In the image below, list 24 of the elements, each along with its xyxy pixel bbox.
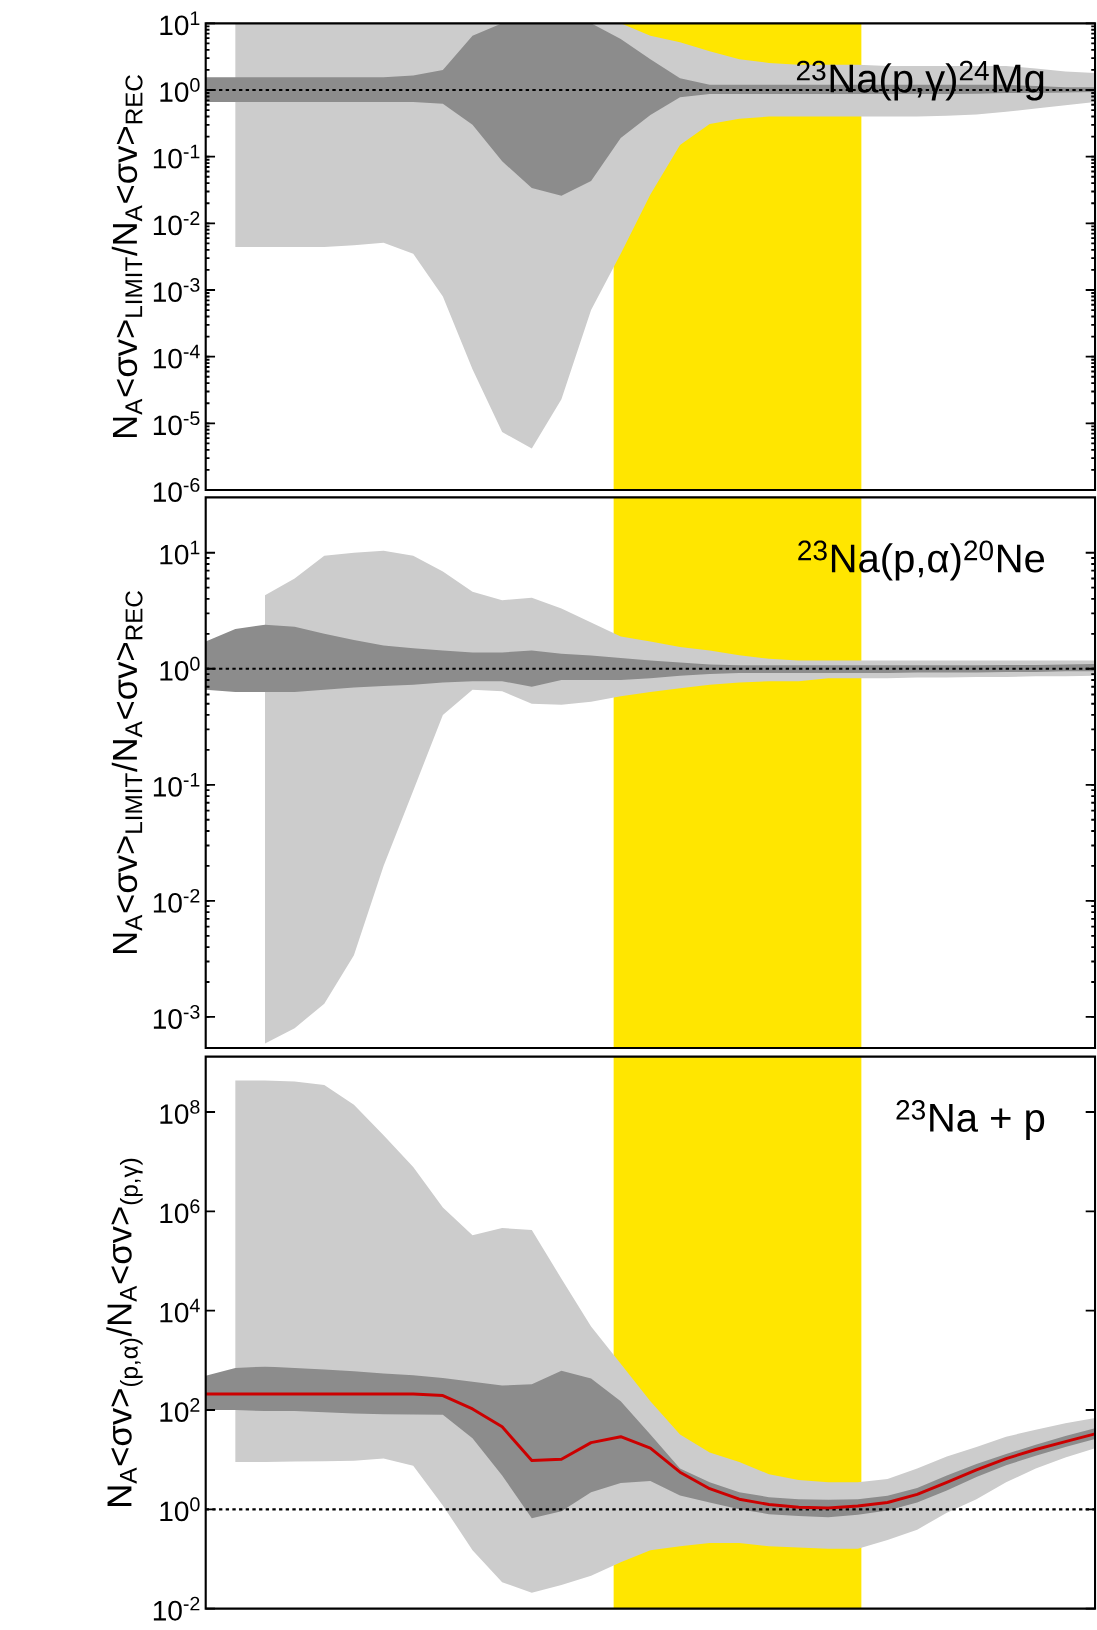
y-tick-label: 10$^{1}$ — [160, 540, 200, 565]
y-tick-label: 10$^{8}$ — [160, 1100, 200, 1124]
y-tick-label: 10$^{-1}$ — [154, 772, 200, 797]
y-tick-label: 10$^{2}$ — [160, 1398, 200, 1422]
y-tick-label: 10$^{-4}$ — [154, 344, 200, 369]
y-tick-label: 10$^{-3}$ — [154, 1004, 200, 1029]
y-tick-label: 10$^{-6}$ — [154, 478, 200, 502]
y-axis-title: N$_{A}$<σv>$_{LIMIT}$/N$_{A}$<σv>$_{REC}$ — [111, 75, 143, 438]
annotation: $^{23}$Na(p,γ)$^{24}$Mg — [797, 60, 1044, 101]
y-tick-label: 10$^{0}$ — [160, 656, 200, 681]
y-tick-label: 10$^{-2}$ — [154, 1596, 200, 1621]
y-tick-label: 10$^{-2}$ — [154, 888, 200, 913]
y-tick-label: 10$^{0}$ — [160, 78, 200, 102]
y-axis-title: N$_{A}$<σv>$_{LIMIT}$/N$_{A}$<σv>$_{REC}$ — [111, 591, 143, 954]
y-tick-label: 10$^{1}$ — [160, 11, 200, 36]
y-tick-label: 10$^{-2}$ — [154, 211, 200, 236]
y-tick-label: 10$^{4}$ — [160, 1298, 200, 1323]
annotation: $^{23}$Na + p — [896, 1100, 1045, 1140]
y-axis-title: N$_{A}$<σv>$_{(p,α)}$/N$_{A}$<σv>$_{(p,γ)}$ — [106, 1158, 143, 1506]
y-tick-label: 10$^{-3}$ — [154, 278, 200, 302]
y-tick-label: 10$^{-1}$ — [154, 144, 200, 169]
y-tick-label: 10$^{0}$ — [160, 1497, 200, 1522]
y-tick-label: 10$^{6}$ — [160, 1199, 200, 1224]
y-tick-label: 10$^{-5}$ — [154, 411, 200, 436]
